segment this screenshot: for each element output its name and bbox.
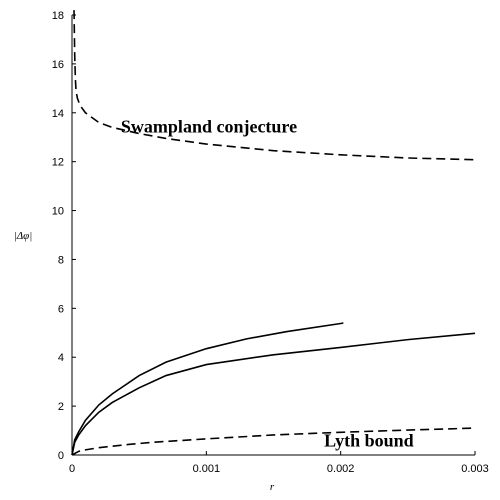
- series-line-4: [71, 427, 476, 456]
- y-tick-label: 18: [52, 10, 64, 22]
- y-tick-label: 6: [58, 303, 64, 315]
- x-tick-label: 0: [69, 463, 75, 475]
- y-tick-label: 4: [58, 352, 64, 364]
- y-tick-label: 14: [52, 108, 64, 120]
- x-tick-label: 0.002: [327, 463, 355, 475]
- series-line-2: [71, 322, 344, 456]
- annotation-label: Swampland conjecture: [121, 116, 297, 136]
- series-line-3: [71, 332, 476, 456]
- annotation-label: Lyth bound: [324, 430, 414, 450]
- series-layer: [71, 10, 476, 456]
- y-tick-label: 0: [58, 450, 64, 462]
- annotations: Swampland conjecture Lyth bound: [121, 116, 414, 450]
- y-tick-label: 8: [58, 254, 64, 266]
- series-line-1: [73, 10, 476, 161]
- axes: [71, 15, 475, 456]
- y-axis-label: |Δφ|: [14, 230, 33, 242]
- x-tick-label: 0.001: [193, 463, 221, 475]
- y-tick-label: 10: [52, 206, 64, 218]
- y-tick-label: 12: [52, 157, 64, 169]
- y-ticks: 0 2 4 6 8 10 12 14 16 18: [52, 10, 76, 462]
- y-tick-label: 2: [58, 401, 64, 413]
- x-axis-label: r: [270, 481, 275, 493]
- x-tick-label: 0.003: [461, 463, 489, 475]
- y-tick-label: 16: [52, 59, 64, 71]
